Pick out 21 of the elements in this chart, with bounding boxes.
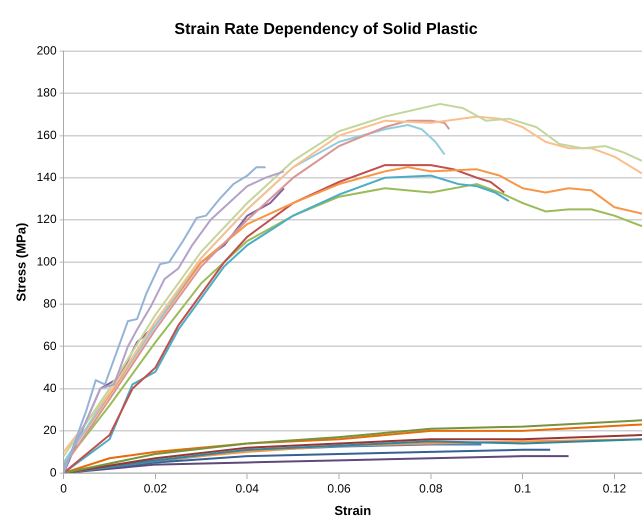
x-tick-label: 0.08 xyxy=(419,482,443,496)
x-tick-label: 0.1 xyxy=(514,482,532,496)
chart-title: Strain Rate Dependency of Solid Plastic xyxy=(174,21,478,38)
y-tick-label: 120 xyxy=(36,212,57,226)
y-tick-label: 100 xyxy=(36,254,57,268)
x-tick-label: 0.02 xyxy=(144,482,168,496)
y-axis-title: Stress (MPa) xyxy=(13,222,28,302)
y-tick-label: 20 xyxy=(43,423,57,438)
x-tick-label: 0.04 xyxy=(236,482,260,496)
x-tick-label: 0.12 xyxy=(602,482,626,496)
x-tick-label: 0 xyxy=(60,482,68,496)
y-tick-label: 200 xyxy=(36,44,57,58)
y-tick-label: 80 xyxy=(43,296,57,311)
y-tick-label: 40 xyxy=(43,380,57,395)
y-tick-label: 0 xyxy=(50,465,57,480)
y-tick-label: 180 xyxy=(36,86,57,100)
y-tick-label: 60 xyxy=(43,338,57,353)
x-axis-title: Strain xyxy=(334,502,372,518)
y-tick-label: 140 xyxy=(36,170,57,184)
y-tick-label: 160 xyxy=(36,128,57,142)
x-tick-label: 0.06 xyxy=(327,482,352,496)
